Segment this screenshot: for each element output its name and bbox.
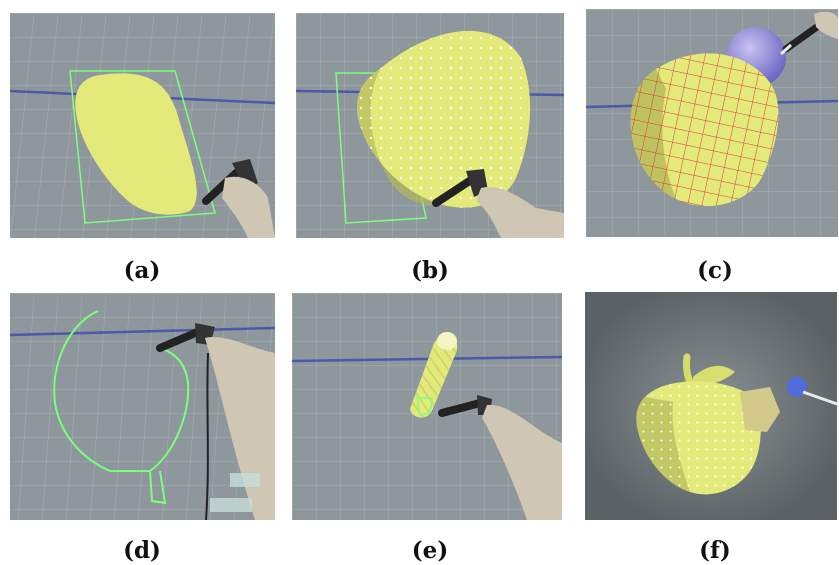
apple-leaf (693, 365, 735, 385)
stylus-pen-icon (779, 20, 825, 56)
hand-icon (482, 404, 562, 520)
panel-c-image (586, 9, 838, 237)
sculpt-patch (740, 387, 780, 432)
horizon-line (292, 355, 562, 363)
hand-icon (476, 187, 564, 238)
surface-dots (356, 30, 531, 208)
caption-d: (d) (123, 537, 161, 564)
caption-e: (e) (411, 537, 449, 564)
caption-a: (a) (123, 257, 161, 284)
panel-d-scene (10, 293, 275, 520)
panel-c-scene (586, 9, 838, 237)
caption-c: (c) (697, 257, 733, 284)
horizon-line (10, 326, 275, 337)
panel-a-image (10, 13, 275, 238)
hand-icon (814, 11, 838, 39)
panel-e-image (292, 293, 562, 520)
hand-icon (222, 176, 275, 238)
panel-f-scene (585, 292, 837, 520)
panel-b-image (296, 13, 564, 238)
stylus-pen-icon (802, 390, 837, 406)
caption-f: (f) (699, 537, 731, 564)
extruded-shape (410, 332, 458, 418)
panel-d-image (10, 293, 275, 520)
panel-f-image (585, 292, 837, 520)
yellow-outline-fill (75, 73, 197, 215)
panel-b-scene (296, 13, 564, 238)
panel-a-scene (10, 13, 275, 238)
sphere-tool (787, 377, 807, 397)
menu-widget (210, 498, 252, 512)
base-outline (416, 397, 433, 416)
bounding-frame (69, 70, 216, 224)
menu-widget (230, 473, 260, 487)
wireframe-outline (53, 310, 190, 472)
wireframe-stem (149, 470, 167, 505)
caption-b: (b) (411, 257, 449, 284)
panel-e-scene (292, 293, 562, 520)
apple-dots (636, 381, 761, 495)
strawberry-mesh (630, 53, 779, 207)
